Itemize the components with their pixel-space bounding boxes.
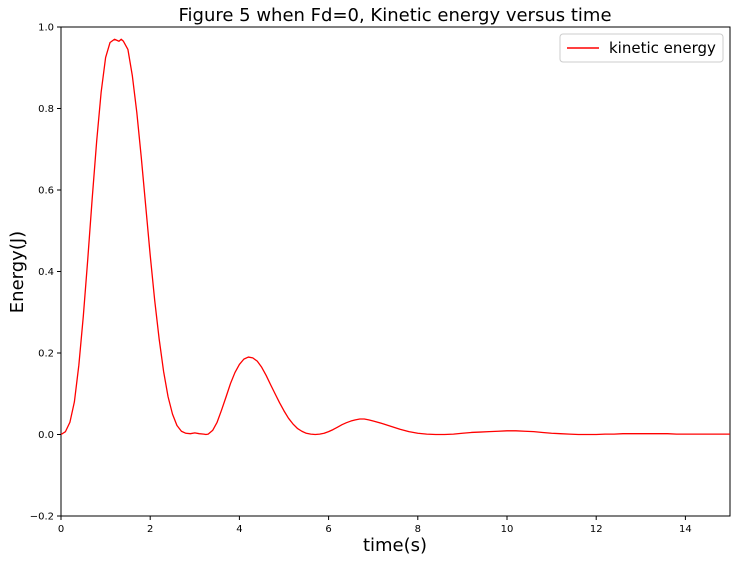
y-tick-label: 0.2 <box>38 349 54 360</box>
legend-box <box>559 33 724 63</box>
x-tick-label: 10 <box>501 524 514 535</box>
legend: kinetic energy <box>559 33 724 63</box>
x-axis-ticks: 0 2 4 6 8 10 12 14 <box>58 516 692 535</box>
x-tick-label: 14 <box>679 524 692 535</box>
y-tick-label: 0.0 <box>38 430 54 441</box>
y-tick-label: 0.8 <box>38 104 54 115</box>
x-tick-label: 8 <box>415 524 421 535</box>
y-tick-label: 0.4 <box>38 267 54 278</box>
axes-frame <box>60 26 731 517</box>
x-tick-label: 12 <box>590 524 603 535</box>
x-tick-label: 4 <box>236 524 242 535</box>
y-axis-ticks: −0.2 0.0 0.2 0.4 0.6 0.8 1.0 <box>30 23 61 523</box>
plot-area: 0 2 4 6 8 10 12 14 −0.2 0.0 0.2 0.4 0.6 0.8 1.0 <box>30 23 731 535</box>
y-tick-label: 0.6 <box>38 186 54 197</box>
x-tick-label: 6 <box>325 524 331 535</box>
y-axis-label: Energy(J) <box>7 231 28 313</box>
x-tick-label: 2 <box>147 524 153 535</box>
y-tick-label: 1.0 <box>38 23 54 34</box>
legend-label-kinetic-energy: kinetic energy <box>609 39 716 57</box>
chart-title: Figure 5 when Fd=0, Kinetic energy versu… <box>178 5 611 26</box>
series-layer <box>60 38 730 436</box>
y-tick-label: −0.2 <box>30 512 54 523</box>
series-line-kinetic-energy <box>60 38 730 436</box>
x-tick-label: 0 <box>58 524 64 535</box>
x-axis-label: time(s) <box>363 535 427 556</box>
